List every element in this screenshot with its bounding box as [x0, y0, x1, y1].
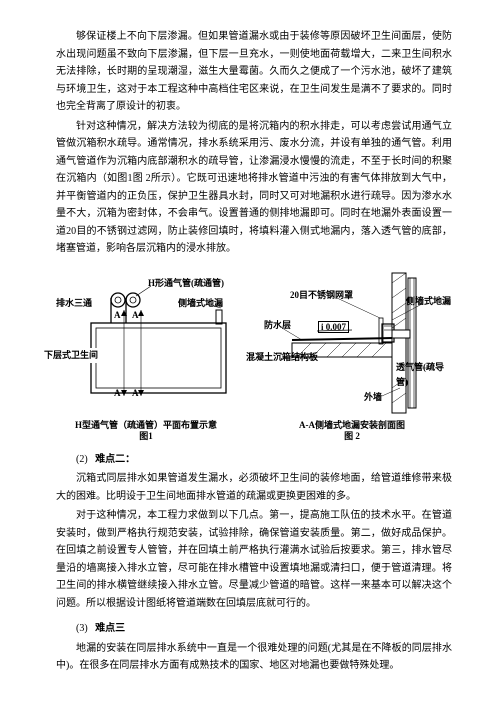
- figure-1: H形通气管(疏通管) 排水三通 侧墙式地漏 下层式卫生间 A A A A H型通…: [56, 268, 236, 443]
- label-concrete-slab: 混凝土沉箱结构板: [246, 350, 318, 366]
- heading-3-num: (3): [76, 623, 88, 634]
- heading-difficulty-3: (3) 难点三: [76, 620, 452, 638]
- figure-2-caption: A-A侧墙式地漏安装剖面图 图 2: [252, 420, 452, 443]
- figures-row: H形通气管(疏通管) 排水三通 侧墙式地漏 下层式卫生间 A A A A H型通…: [56, 268, 452, 443]
- heading-2-num: (2): [76, 454, 88, 465]
- label-waterproof: 防水层: [264, 318, 291, 334]
- label-A-top-left: A: [114, 308, 121, 324]
- label-mesh: 20目不锈钢网罩: [290, 288, 353, 304]
- heading-3-text: 难点三: [95, 623, 125, 634]
- figure-2-caption-a: A-A侧墙式地漏安装剖面图: [299, 420, 405, 430]
- label-A-bot-left: A: [114, 386, 121, 402]
- label-A-top-right: A: [132, 308, 139, 324]
- label-side-drain-2: 侧墙式地漏: [406, 294, 451, 310]
- label-A-bot-right: A: [132, 386, 139, 402]
- label-side-drain-1: 侧墙式地漏: [178, 296, 223, 312]
- paragraph-2: 针对这种情况，解决方法较为彻底的是将沉箱内的积水排走，可以考虑尝试用通气立管做沉…: [56, 118, 452, 258]
- heading-2-text: 难点二：: [95, 454, 135, 465]
- figure-2-caption-b: 图 2: [344, 431, 360, 441]
- label-outer-wall: 外墙: [364, 390, 382, 406]
- paragraph-1: 够保证楼上不向下层渗漏。但如果管道漏水或由于装修等原因破坏卫生间面层，使防水出现…: [56, 28, 452, 116]
- paragraph-4: 对于这种情况，本工程力求做到以下几点。第一，提高施工队伍的技术水平。在管道安装时…: [56, 507, 452, 612]
- label-vent-pipe: 透气管(疏导管): [396, 360, 452, 392]
- figure-1-caption-a: H型通气管（疏通管）平面布置示意: [75, 420, 217, 430]
- label-slope: i 0.007: [318, 321, 349, 334]
- label-h-pipe: H形通气管(疏通管): [148, 276, 224, 292]
- figure-2: 20目不锈钢网罩 侧墙式地漏 防水层 i 0.007 混凝土沉箱结构板 透气管(…: [252, 268, 452, 443]
- paragraph-3: 沉箱式同层排水如果管道发生漏水，必须破坏卫生间的装修地面，给管道维修带来极大的困…: [56, 470, 452, 505]
- heading-difficulty-2: (2) 难点二：: [76, 451, 452, 469]
- paragraph-5: 地漏的安装在同层排水系统中一直是一个很难处理的问题(尤其是在不降板的同层排水中)…: [56, 640, 452, 675]
- label-lower-toilet: 下层式卫生间: [42, 348, 100, 364]
- figure-1-caption: H型通气管（疏通管）平面布置示意 图1: [56, 420, 236, 443]
- figure-1-caption-b: 图1: [139, 431, 153, 441]
- label-drain-tee: 排水三通: [56, 296, 92, 312]
